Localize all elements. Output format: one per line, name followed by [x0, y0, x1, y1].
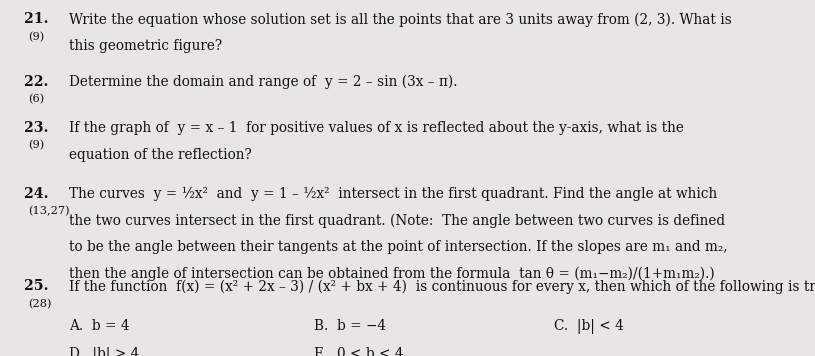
Text: (6): (6) — [29, 94, 45, 104]
Text: (28): (28) — [29, 299, 52, 309]
Text: If the graph of  y = x – 1  for positive values of x is reflected about the y-ax: If the graph of y = x – 1 for positive v… — [69, 121, 684, 135]
Text: Determine the domain and range of  y = 2 – sin (3x – π).: Determine the domain and range of y = 2 … — [69, 75, 458, 89]
Text: this geometric figure?: this geometric figure? — [69, 39, 222, 53]
Text: B.  b = −4: B. b = −4 — [314, 319, 385, 333]
Text: The curves  y = ½x²  and  y = 1 – ½x²  intersect in the first quadrant. Find the: The curves y = ½x² and y = 1 – ½x² inter… — [69, 187, 717, 201]
Text: the two curves intersect in the first quadrant. (Note:  The angle between two cu: the two curves intersect in the first qu… — [69, 214, 725, 228]
Text: to be the angle between their tangents at the point of intersection. If the slop: to be the angle between their tangents a… — [69, 240, 728, 254]
Text: (9): (9) — [29, 140, 45, 151]
Text: C.  |b| < 4: C. |b| < 4 — [554, 319, 624, 334]
Text: 21.: 21. — [24, 12, 49, 26]
Text: 24.: 24. — [24, 187, 49, 201]
Text: (13,27): (13,27) — [29, 206, 70, 216]
Text: then the angle of intersection can be obtained from the formula  tan θ = (m₁−m₂): then the angle of intersection can be ob… — [69, 267, 715, 281]
Text: (9): (9) — [29, 32, 45, 42]
Text: 25.: 25. — [24, 279, 49, 293]
Text: equation of the reflection?: equation of the reflection? — [69, 148, 252, 162]
Text: If the function  f(x) = (x² + 2x – 3) / (x² + bx + 4)  is continuous for every x: If the function f(x) = (x² + 2x – 3) / (… — [69, 279, 815, 294]
Text: E.  0 < b < 4: E. 0 < b < 4 — [314, 347, 403, 356]
Text: 23.: 23. — [24, 121, 49, 135]
Text: Write the equation whose solution set is all the points that are 3 units away fr: Write the equation whose solution set is… — [69, 12, 732, 27]
Text: A.  b = 4: A. b = 4 — [69, 319, 130, 333]
Text: 22.: 22. — [24, 75, 49, 89]
Text: D.  |b| > 4: D. |b| > 4 — [69, 347, 139, 356]
